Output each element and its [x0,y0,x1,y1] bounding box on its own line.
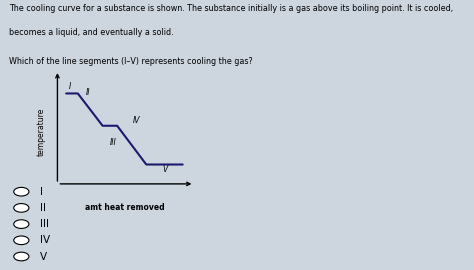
Text: V: V [40,251,47,262]
Text: III: III [40,219,49,229]
Text: V: V [163,165,168,174]
Text: becomes a liquid, and eventually a solid.: becomes a liquid, and eventually a solid… [9,28,174,37]
Text: temperature: temperature [37,108,46,156]
Text: Which of the line segments (I–V) represents cooling the gas?: Which of the line segments (I–V) represe… [9,57,253,66]
Text: II: II [86,88,90,97]
Text: I: I [69,83,71,92]
Text: amt heat removed: amt heat removed [85,203,164,212]
Text: III: III [109,138,116,147]
Text: IV: IV [40,235,50,245]
Text: I: I [40,187,43,197]
Text: IV: IV [132,116,140,125]
Text: II: II [40,203,46,213]
Text: The cooling curve for a substance is shown. The substance initially is a gas abo: The cooling curve for a substance is sho… [9,4,454,13]
